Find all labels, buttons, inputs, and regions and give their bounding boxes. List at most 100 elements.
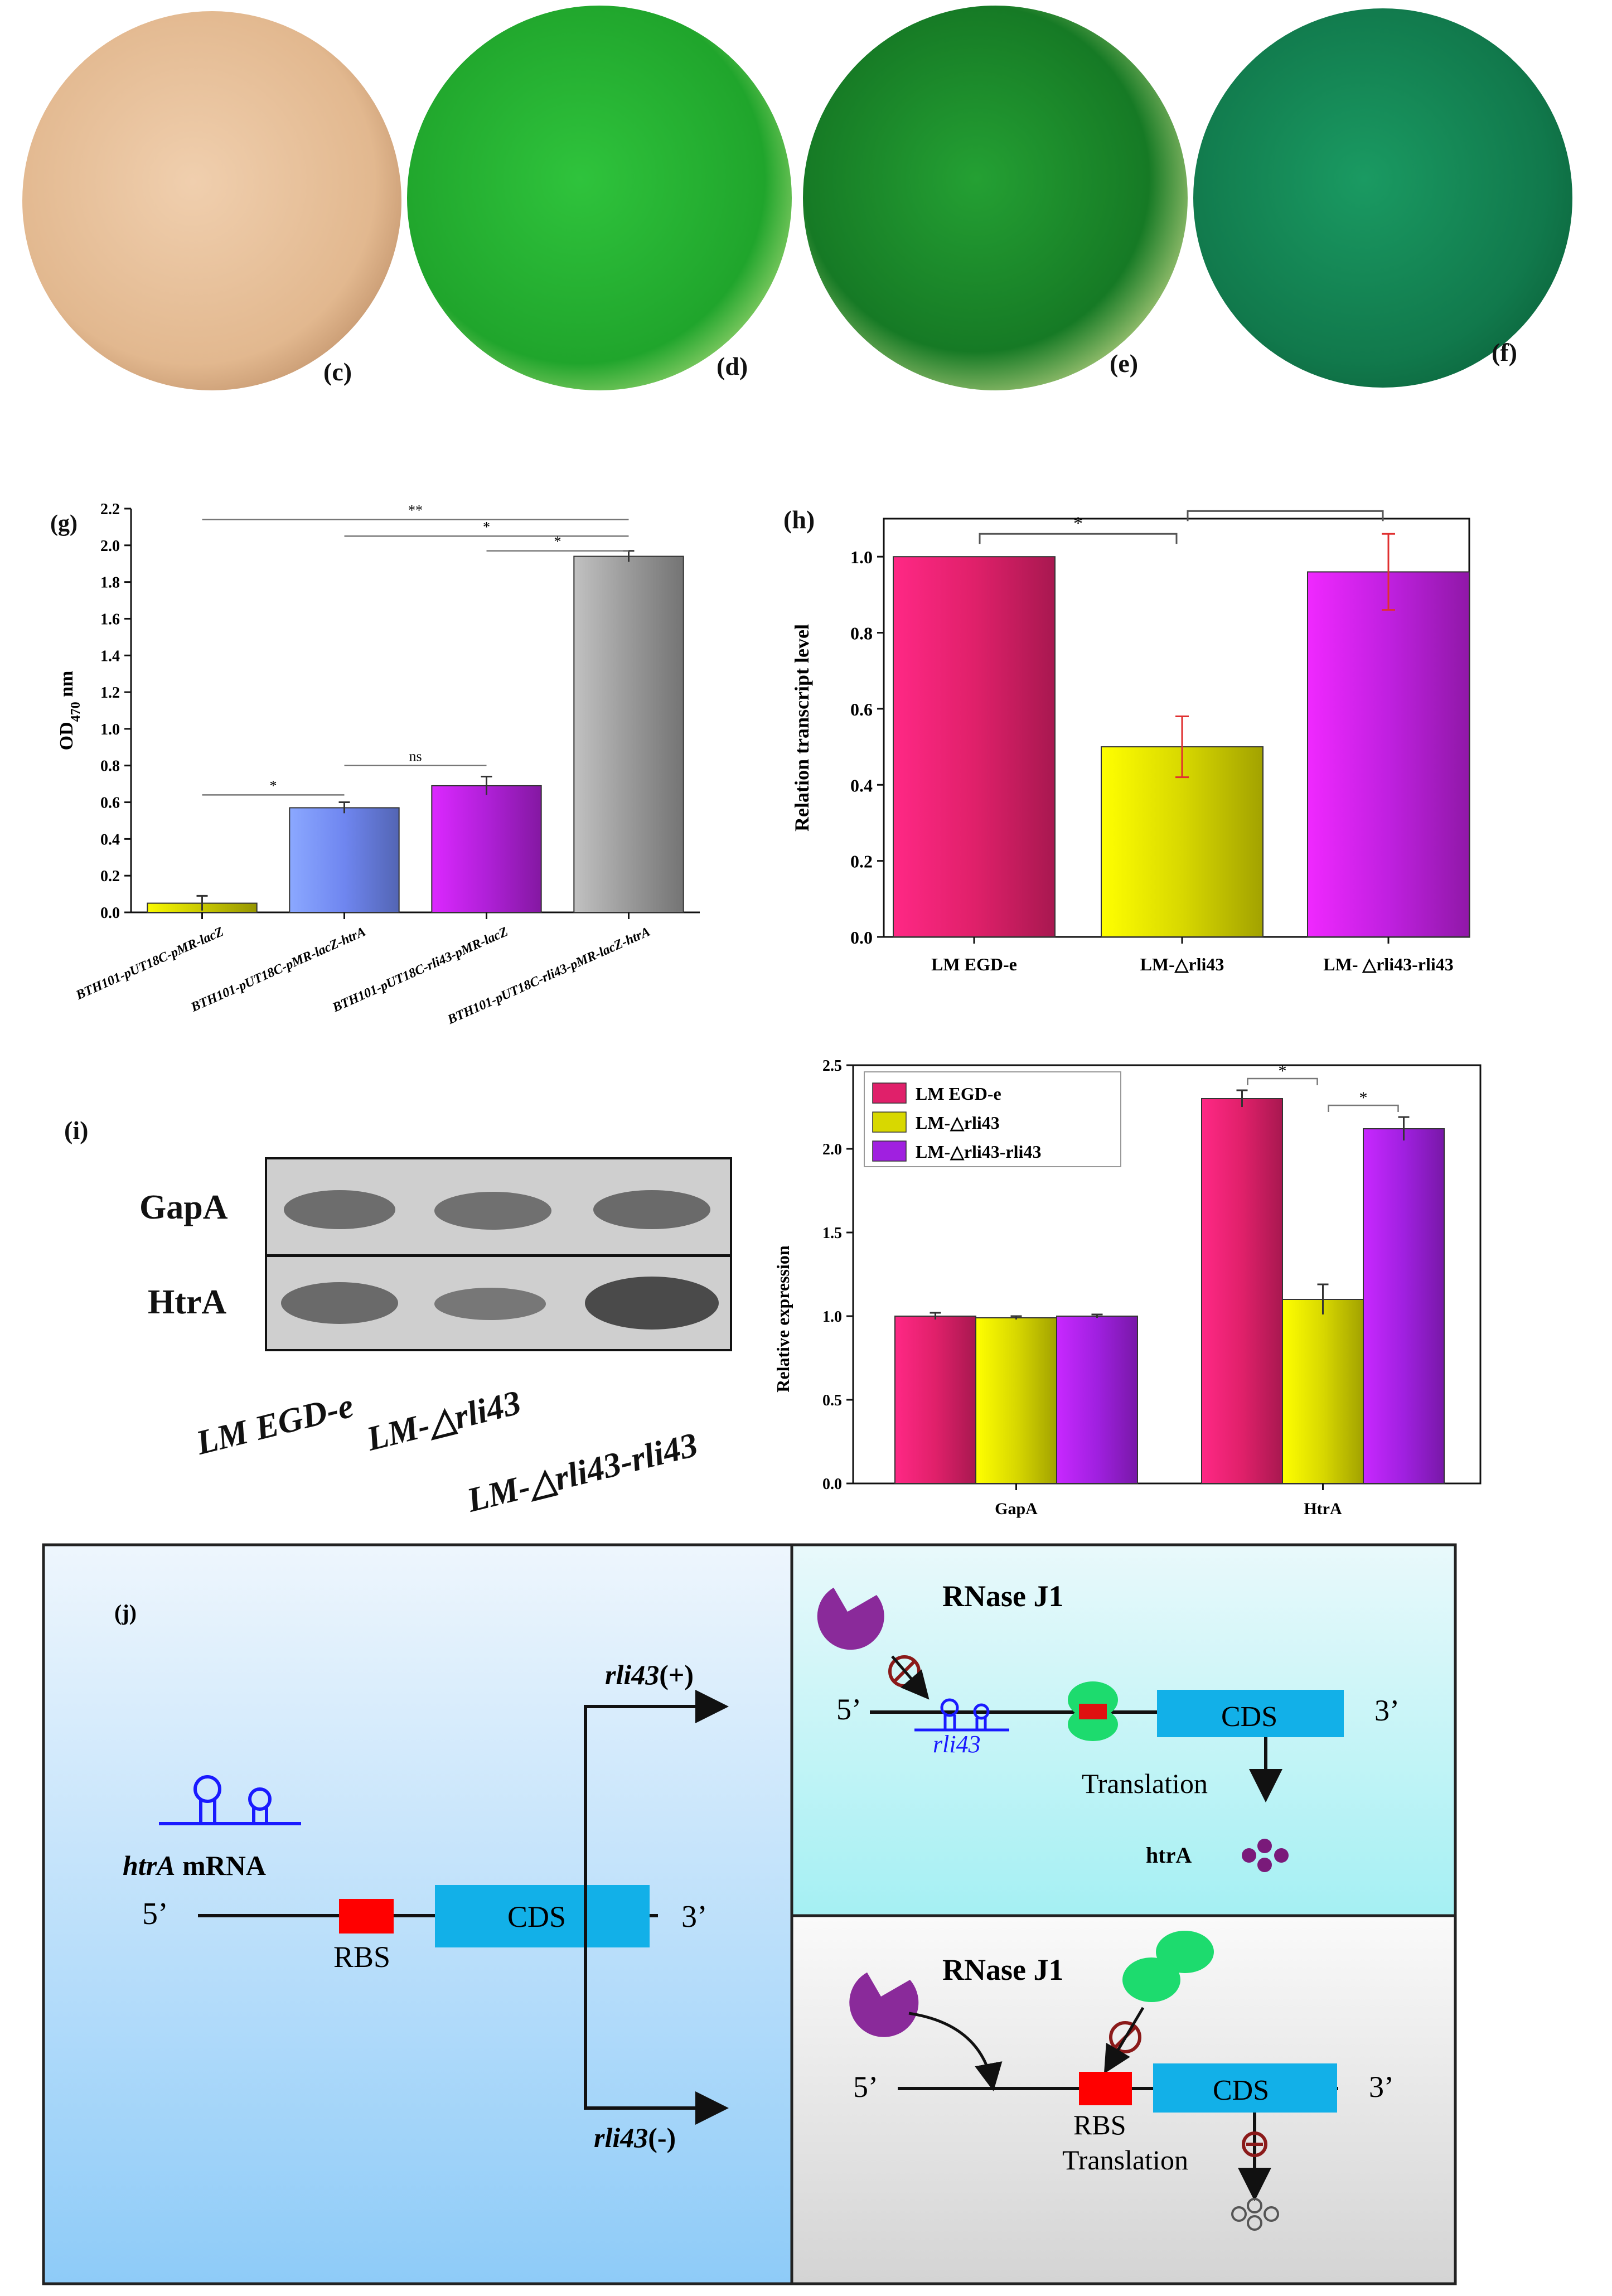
chart-i: 0.0 0.5 1.0 1.5 2.0 2.5 Relative expression Gap… xyxy=(773,1057,1482,1518)
y-tick-label: 0.0 xyxy=(822,1476,842,1493)
band-gapa-3 xyxy=(593,1190,710,1229)
htra-mrna-label: htrA mRNA xyxy=(123,1850,266,1881)
y-tick-label: 0.4 xyxy=(850,775,873,795)
chart-h: 0.0 0.2 0.4 0.6 0.8 1.0 Relation transcript le… xyxy=(791,502,1470,974)
y-tick-label: 1.4 xyxy=(100,647,120,665)
rli43-label-top: rli43 xyxy=(933,1731,981,1758)
band-htra-3 xyxy=(585,1277,719,1330)
x-tick-label-0: LM EGD-e xyxy=(931,954,1017,974)
chart-g: 0.0 0.2 0.4 0.6 0.8 1.0 1.2 1.4 1.6 1.8 2.0 2.2 OD47… xyxy=(56,501,700,1027)
y-tick-label: 0.5 xyxy=(822,1392,842,1409)
product-label: htrA xyxy=(1146,1843,1192,1868)
legend-label-1: LM-△rli43 xyxy=(916,1113,1000,1133)
lane-label-2: LM-△rli43 xyxy=(362,1383,525,1458)
sig-label-1: * xyxy=(1359,1089,1368,1107)
rbs-box xyxy=(339,1899,394,1934)
panel-label-h: (h) xyxy=(783,505,815,534)
legend-swatch-2 xyxy=(872,1140,907,1162)
three-prime-top: 3’ xyxy=(1374,1694,1400,1727)
y-tick-label: 0.6 xyxy=(850,699,873,719)
y-tick-label: 0.8 xyxy=(850,623,873,644)
cds-box xyxy=(435,1885,650,1947)
plate-d xyxy=(407,6,792,390)
rnase-j1-icon-bottom xyxy=(849,1972,919,2037)
y-tick-label: 1.0 xyxy=(100,721,120,738)
rnase-j1-icon xyxy=(817,1587,884,1650)
x-tick-label-0: GapA xyxy=(995,1500,1038,1518)
panel-label-g: (g) xyxy=(50,511,78,536)
x-tick-label-2: LM- △rli43-rli43 xyxy=(1323,954,1453,974)
cds-label-top: CDS xyxy=(1221,1701,1277,1733)
lane-label-3: LM-△rli43-rli43 xyxy=(463,1425,701,1520)
plate-c xyxy=(22,11,401,390)
y-tick-label: 1.0 xyxy=(850,547,873,567)
sig-bracket-1 xyxy=(1328,1104,1399,1112)
x-tick-label-1: LM-△rli43 xyxy=(1140,954,1224,974)
y-tick-label: 1.8 xyxy=(100,574,120,592)
bar-1-1 xyxy=(1282,1299,1364,1484)
translation-bottom: Translation xyxy=(1062,2144,1188,2176)
sig-label-0: * xyxy=(270,777,277,794)
three-prime-bottom: 3’ xyxy=(1369,2070,1394,2104)
plate-e xyxy=(803,6,1188,390)
sig-label-4: * xyxy=(554,534,561,550)
y-tick-label: 2.5 xyxy=(822,1057,842,1075)
y-axis-label: Relative expression xyxy=(773,1245,793,1393)
sig-bracket-1 xyxy=(1187,510,1384,521)
hairpin-icon xyxy=(159,1775,301,1825)
five-prime-left: 5’ xyxy=(142,1897,168,1931)
band-gapa-2 xyxy=(434,1192,551,1230)
bar-0-0 xyxy=(894,1316,976,1484)
bar-3 xyxy=(573,555,684,913)
legend-swatch-1 xyxy=(872,1111,907,1133)
sig-label-3: * xyxy=(483,519,490,535)
bar-0-1 xyxy=(975,1317,1057,1484)
y-tick-label: 1.5 xyxy=(822,1225,842,1242)
y-tick-label: 0.2 xyxy=(100,868,120,885)
band-htra-2 xyxy=(434,1288,546,1320)
plate-label-f: (f) xyxy=(1492,338,1517,366)
five-prime-bottom: 5’ xyxy=(853,2070,878,2104)
bar-1 xyxy=(1101,746,1264,937)
rnase-label-bottom: RNase J1 xyxy=(942,1953,1063,1986)
five-prime-top: 5’ xyxy=(836,1693,861,1726)
plot-frame xyxy=(852,1064,1482,1485)
legend-box xyxy=(864,1071,1121,1167)
bar-0 xyxy=(893,556,1056,937)
x-tick-label-1: HtrA xyxy=(1304,1500,1342,1518)
sig-label-0: * xyxy=(1279,1062,1287,1080)
y-tick-label: 1.0 xyxy=(822,1308,842,1326)
bar-1-0 xyxy=(1201,1098,1283,1484)
sig-bracket-0 xyxy=(979,533,1178,544)
y-tick-label: 2.0 xyxy=(100,538,120,555)
plus-branch-arrow xyxy=(584,1690,729,1916)
three-prime-left: 3’ xyxy=(681,1899,708,1934)
legend-swatch-0 xyxy=(872,1082,907,1104)
rbs-label-bottom: RBS xyxy=(1073,2109,1126,2140)
row-label-htra: HtrA xyxy=(148,1283,227,1321)
x-tick-label-0: BTH101-pUT18C-pMR-lacZ xyxy=(74,925,226,1003)
minus-branch-arrow xyxy=(584,1916,729,2125)
sig-bracket-0 xyxy=(1247,1077,1318,1085)
minus-branch-label: rli43(-) xyxy=(594,2122,676,2153)
y-tick-label: 0.2 xyxy=(850,852,873,872)
bar-0-2 xyxy=(1056,1316,1138,1484)
plate-images xyxy=(22,6,1572,390)
panel-label-i: (i) xyxy=(64,1116,89,1144)
bar-2 xyxy=(1307,571,1470,938)
row-label-gapa: GapA xyxy=(139,1188,228,1226)
panel-j-top-right xyxy=(790,1543,1457,1917)
legend-label-2: LM-△rli43-rli43 xyxy=(916,1142,1041,1162)
sig-label-1: ns xyxy=(409,748,422,765)
sig-label-2: ** xyxy=(408,502,423,519)
y-tick-label: 0.0 xyxy=(850,927,873,948)
sig-label-1: * xyxy=(1281,502,1290,511)
y-axis-label: Relation transcript level xyxy=(791,624,813,832)
y-tick-label: 2.0 xyxy=(822,1141,842,1158)
y-axis-label: OD470 nm xyxy=(56,671,83,751)
plate-label-e: (e) xyxy=(1110,349,1139,378)
plus-branch-label: rli43(+) xyxy=(605,1659,694,1690)
rnase-label-top: RNase J1 xyxy=(942,1579,1063,1613)
sig-label-0: * xyxy=(1073,513,1083,534)
plate-f xyxy=(1193,8,1572,388)
